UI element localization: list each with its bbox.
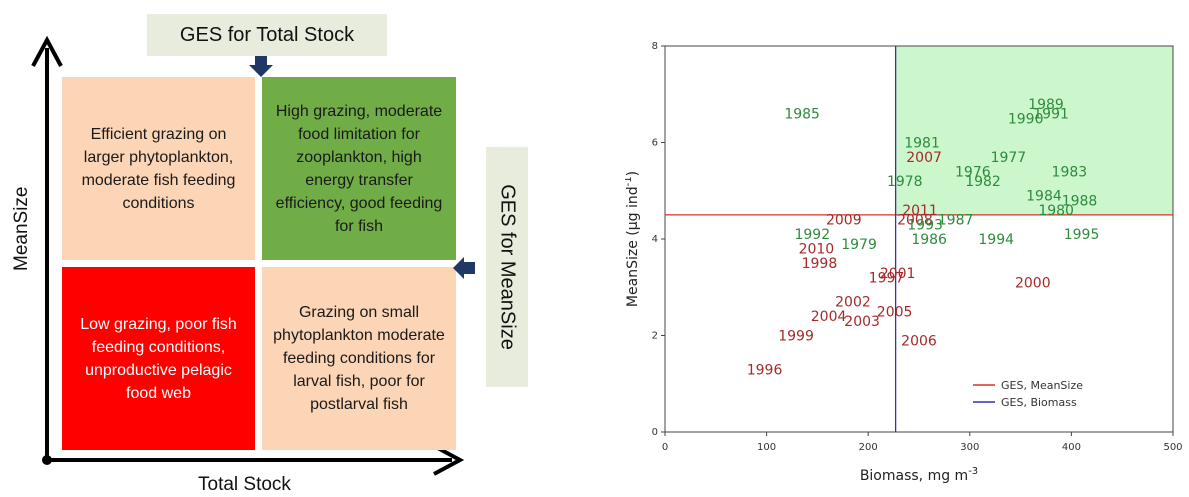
data-point-label: 2005 bbox=[877, 304, 913, 320]
y-axis-title-close: ) bbox=[625, 171, 641, 176]
ges-meansize-marker-icon bbox=[453, 257, 475, 279]
data-point-label: 2003 bbox=[844, 314, 880, 330]
good-status-region bbox=[895, 46, 1173, 215]
data-point-label: 1999 bbox=[778, 329, 814, 345]
y-tick-label: 0 bbox=[652, 427, 658, 438]
data-point-label: 2002 bbox=[835, 295, 871, 311]
data-point-label: 1985 bbox=[784, 107, 820, 123]
data-point-label: 1981 bbox=[904, 136, 940, 152]
data-point-label: 1980 bbox=[1038, 203, 1074, 219]
data-point-label: 1993 bbox=[907, 218, 943, 234]
data-point-label: 2001 bbox=[880, 266, 916, 282]
ges-meansize-label: GES for MeanSize bbox=[486, 147, 528, 387]
data-point-label: 1987 bbox=[938, 213, 974, 229]
legend-label: GES, MeanSize bbox=[1001, 379, 1083, 392]
data-point-label: 1983 bbox=[1052, 164, 1088, 180]
legend-label: GES, Biomass bbox=[1001, 396, 1077, 409]
data-point-label: 1996 bbox=[747, 362, 783, 378]
data-point-label: 2006 bbox=[901, 333, 937, 349]
quadrant-top-right: High grazing, moderate food limitation f… bbox=[262, 77, 456, 260]
data-point-label: 1982 bbox=[965, 174, 1001, 190]
data-point-label: 1992 bbox=[794, 227, 830, 243]
data-point-label: 2010 bbox=[799, 242, 835, 258]
ges-total-stock-label: GES for Total Stock bbox=[147, 14, 387, 56]
data-point-label: 2009 bbox=[826, 213, 862, 229]
data-point-label: 1997 bbox=[869, 271, 905, 287]
diagram-axes bbox=[31, 35, 465, 476]
x-tick-label: 300 bbox=[960, 442, 979, 453]
data-point-label: 1988 bbox=[1062, 193, 1098, 209]
y-tick-label: 6 bbox=[652, 138, 658, 149]
data-point-label: 2011 bbox=[902, 203, 938, 219]
y-axis-title: MeanSize (µg ind-1) bbox=[625, 171, 641, 307]
data-point-label: 1994 bbox=[978, 232, 1014, 248]
x-tick-label: 500 bbox=[1163, 442, 1182, 453]
y-axis-title-superscript: -1 bbox=[625, 176, 634, 186]
data-point-label: 1976 bbox=[955, 164, 991, 180]
x-tick-label: 200 bbox=[859, 442, 878, 453]
data-point-label: 1995 bbox=[1064, 227, 1100, 243]
data-point-label: 1989 bbox=[1028, 97, 1064, 113]
x-tick-label: 0 bbox=[662, 442, 668, 453]
quadrant-bottom-right: Grazing on small phytoplankton moderate … bbox=[262, 267, 456, 450]
data-point-label: 2004 bbox=[811, 309, 847, 325]
x-axis-title: Biomass, mg m-3 bbox=[860, 466, 978, 484]
data-point-label: 2000 bbox=[1015, 275, 1051, 291]
data-point-label: 1986 bbox=[911, 232, 947, 248]
data-point-label: 2007 bbox=[906, 150, 942, 166]
data-point-label: 1991 bbox=[1033, 107, 1069, 123]
data-point-label: 2008 bbox=[897, 213, 933, 229]
data-point-label: 1998 bbox=[802, 256, 838, 272]
x-axis-label: Total Stock bbox=[198, 474, 291, 495]
y-tick-label: 2 bbox=[652, 331, 658, 342]
ges-total-marker-icon bbox=[249, 56, 273, 77]
data-point-label: 1990 bbox=[1008, 111, 1044, 127]
quadrant-top-left: Efficient grazing on larger phytoplankto… bbox=[62, 77, 255, 260]
y-axis-label: MeanSize bbox=[11, 186, 32, 272]
data-point-label: 1977 bbox=[991, 150, 1027, 166]
data-point-label: 1978 bbox=[887, 174, 923, 190]
data-point-label: 1979 bbox=[841, 237, 877, 253]
x-tick-label: 100 bbox=[757, 442, 776, 453]
y-tick-label: 8 bbox=[652, 41, 658, 52]
x-axis-title-superscript: -3 bbox=[968, 466, 978, 477]
y-tick-label: 4 bbox=[652, 234, 658, 245]
ges-meansize-text: GES for MeanSize bbox=[496, 184, 519, 350]
quadrant-bottom-left: Low grazing, poor fish feeding condition… bbox=[62, 267, 255, 450]
x-tick-label: 400 bbox=[1062, 442, 1081, 453]
data-point-label: 1984 bbox=[1026, 189, 1062, 205]
